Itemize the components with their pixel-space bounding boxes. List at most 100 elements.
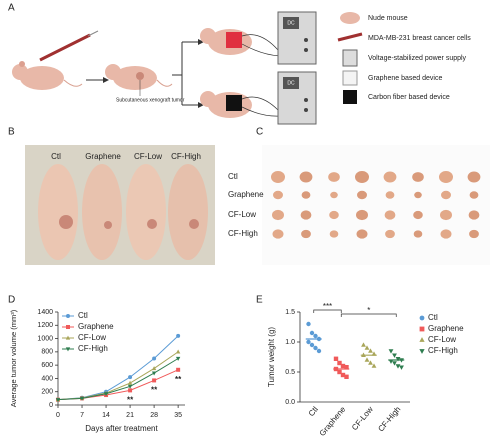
marker (392, 361, 397, 366)
tumor (301, 229, 311, 239)
device-label: DC (287, 80, 295, 86)
y-tick-label: 0.0 (285, 399, 295, 406)
tumor (271, 171, 285, 183)
marker (388, 349, 394, 354)
tumor (355, 171, 369, 183)
marker (371, 363, 377, 368)
marker (344, 365, 349, 370)
column-label: CF-High (171, 152, 201, 161)
marker (176, 367, 181, 372)
legend-text: MDA-MB-231 breast cancer cells (368, 35, 471, 42)
y-tick-label: 800 (41, 349, 53, 356)
marker (103, 392, 109, 397)
row-label: CF-Low (228, 210, 256, 219)
tumor (383, 171, 397, 183)
marker (419, 326, 425, 332)
tumor (412, 172, 424, 182)
legend-label: Ctl (428, 313, 438, 322)
marker (306, 339, 311, 345)
marker (176, 333, 181, 338)
column-label: Ctl (51, 152, 61, 161)
panel-label: E (256, 295, 263, 306)
marker (337, 360, 342, 366)
x-tick-label: 7 (80, 412, 84, 419)
y-tick-label: 0 (49, 402, 53, 409)
tumor (440, 229, 452, 239)
y-tick-label: 1000 (37, 335, 53, 342)
marker (152, 378, 157, 383)
row-label: CF-High (228, 229, 258, 238)
marker (306, 321, 311, 327)
y-tick-label: 1400 (37, 309, 53, 316)
marker (337, 369, 342, 375)
legend-label: CF-Low (428, 335, 456, 344)
y-tick-label: 0.5 (285, 369, 295, 376)
photo-c: Ctl Graphene CF-Low CF-High (228, 145, 490, 265)
row-label: Graphene (228, 190, 264, 199)
tumor (328, 172, 340, 182)
marker (340, 372, 346, 378)
mouse (12, 61, 83, 90)
y-tick-label: 400 (41, 375, 53, 382)
tumor (272, 209, 284, 221)
graphene-device (226, 32, 242, 48)
tumor (299, 171, 313, 183)
legend-icon (340, 12, 360, 24)
column-label: CF-Low (134, 152, 162, 161)
legend-text: Graphene based device (368, 75, 442, 82)
legend-label: CF-Low (78, 333, 106, 342)
marker (65, 347, 71, 352)
tumor (440, 209, 452, 221)
row-label: Ctl (228, 172, 238, 181)
y-tick-label: 200 (41, 389, 53, 396)
power-supply: DC (277, 11, 317, 65)
marker (128, 388, 133, 393)
marker (361, 342, 366, 347)
marker (344, 374, 349, 379)
marker (152, 356, 157, 361)
tumor (467, 171, 481, 183)
marker (175, 349, 181, 354)
marker (392, 353, 397, 358)
marker (128, 375, 133, 380)
annotation: ** (127, 395, 134, 404)
marker (368, 360, 373, 365)
x-tick-label: Graphene (318, 404, 348, 437)
tumor (385, 229, 395, 239)
tumor (468, 210, 480, 220)
marker (395, 357, 401, 362)
panel-label: A (8, 3, 15, 14)
marker (309, 330, 315, 336)
legend-text: Voltage-stabilized power supply (368, 55, 467, 62)
tumor (439, 171, 453, 183)
tumor (300, 210, 312, 220)
y-axis-label: Tumor weight (g) (267, 327, 276, 388)
annotation: *** (323, 302, 332, 311)
y-tick-label: 1200 (37, 322, 53, 329)
marker (364, 357, 370, 362)
device-label: DC (287, 20, 295, 26)
tumor (356, 229, 368, 239)
mouse (200, 28, 252, 55)
legend-label: CF-High (428, 346, 458, 355)
marker (316, 348, 322, 354)
xenograft-label: Subcutaneous xenograft tumor (116, 97, 185, 103)
marker (175, 356, 181, 361)
tumor (357, 190, 367, 200)
y-tick-label: 1.0 (285, 339, 295, 346)
x-tick-label: 35 (174, 412, 182, 419)
mouse (200, 91, 252, 118)
x-tick-label: Ctl (307, 405, 320, 418)
marker (419, 349, 425, 354)
tumor (469, 229, 479, 239)
tumor (384, 210, 396, 220)
x-tick-label: 28 (150, 412, 158, 419)
x-tick-label: 0 (56, 412, 60, 419)
column-label: Graphene (85, 152, 121, 161)
tumor (273, 190, 283, 200)
legend-icon (342, 70, 358, 86)
tumor (330, 191, 338, 199)
marker (66, 314, 70, 318)
legend-label: Ctl (78, 311, 88, 320)
tumor (329, 230, 339, 238)
